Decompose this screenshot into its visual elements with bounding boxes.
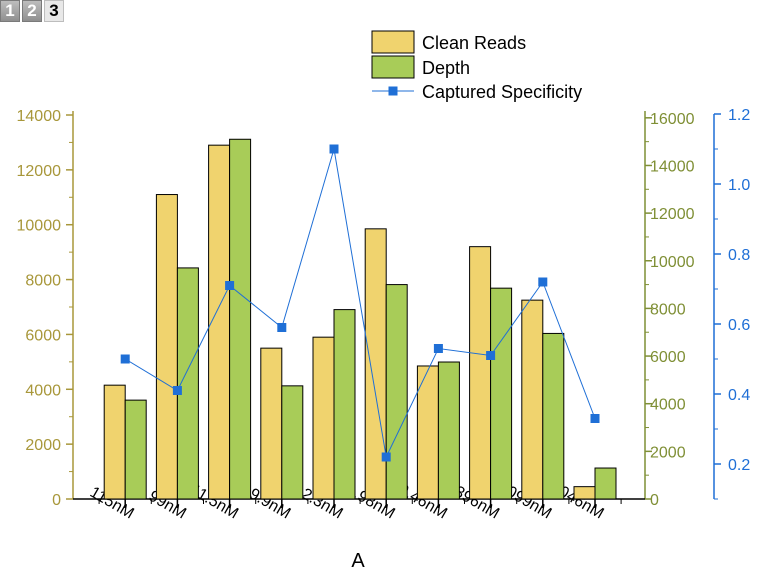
left-y-tick-label: 14000 bbox=[17, 108, 62, 125]
bar-clean-reads bbox=[521, 299, 544, 500]
legend: Clean Reads Depth Captured Specificity bbox=[371, 30, 582, 102]
bar-depth bbox=[281, 385, 304, 500]
right-y-tick-label-depth: 2000 bbox=[650, 444, 686, 461]
bar-clean-reads bbox=[260, 347, 283, 500]
specificity-line bbox=[120, 144, 600, 462]
specificity-point bbox=[433, 344, 443, 353]
specificity-polyline bbox=[124, 148, 596, 459]
specificity-point bbox=[225, 281, 235, 290]
specificity-point bbox=[590, 414, 600, 423]
legend-label-clean-reads: Clean Reads bbox=[422, 33, 526, 53]
left-y-tick-label: 4000 bbox=[25, 382, 61, 399]
left-y-tick-label: 12000 bbox=[17, 163, 62, 180]
right-y-tick-label-specificity: 0.2 bbox=[728, 457, 750, 474]
bars bbox=[103, 138, 617, 500]
bar-depth bbox=[385, 284, 408, 500]
right-y-tick-label-depth: 14000 bbox=[650, 158, 695, 175]
right-y-tick-label-specificity: 0.8 bbox=[728, 247, 750, 264]
right-y-tick-label-depth: 10000 bbox=[650, 254, 695, 271]
bar-depth bbox=[594, 467, 617, 500]
specificity-point bbox=[329, 144, 339, 154]
bar-depth bbox=[437, 361, 460, 500]
specificity-point bbox=[381, 452, 391, 462]
x-axis-label: A bbox=[351, 550, 365, 572]
right-y-tick-label-depth: 12000 bbox=[650, 206, 695, 223]
right-y-tick-label-depth: 0 bbox=[650, 492, 659, 509]
legend-marker-specificity bbox=[388, 86, 398, 96]
bar-depth bbox=[229, 138, 252, 500]
bar-depth bbox=[333, 309, 356, 500]
left-y-tick-label: 8000 bbox=[25, 273, 61, 290]
graph-page-tabs: 1 2 3 bbox=[0, 0, 64, 22]
right-y-tick-label-depth: 16000 bbox=[650, 111, 695, 128]
bar-clean-reads bbox=[573, 486, 596, 500]
specificity-point bbox=[120, 354, 130, 364]
bar-depth bbox=[490, 287, 513, 500]
bar-clean-reads bbox=[103, 384, 126, 500]
specificity-point bbox=[486, 351, 496, 360]
tab-1[interactable]: 1 bbox=[0, 0, 20, 22]
specificity-point bbox=[277, 323, 287, 332]
left-y-tick-label: 0 bbox=[52, 492, 61, 509]
bar-depth bbox=[176, 267, 199, 500]
right-y-tick-label-depth: 6000 bbox=[650, 349, 686, 366]
bar-depth bbox=[124, 399, 147, 500]
bar-clean-reads bbox=[312, 336, 335, 500]
specificity-point bbox=[172, 386, 182, 395]
bar-depth bbox=[542, 332, 565, 500]
right-y-tick-label-specificity: 0.4 bbox=[728, 387, 750, 404]
right-y-tick-label-specificity: 1.0 bbox=[728, 177, 750, 194]
bar-clean-reads bbox=[469, 246, 492, 500]
right-y-tick-label-specificity: 0.6 bbox=[728, 317, 750, 334]
left-y-tick-label: 6000 bbox=[25, 327, 61, 344]
tab-2[interactable]: 2 bbox=[22, 0, 42, 22]
tab-3[interactable]: 3 bbox=[44, 0, 64, 22]
legend-swatch-depth bbox=[371, 55, 415, 79]
bar-clean-reads bbox=[155, 194, 178, 500]
legend-label-specificity: Captured Specificity bbox=[422, 82, 582, 102]
right-y-tick-label-depth: 4000 bbox=[650, 397, 686, 414]
legend-swatch-clean-reads bbox=[371, 30, 415, 54]
right-y-tick-label-depth: 8000 bbox=[650, 301, 686, 318]
right-y-tick-label-specificity: 1.2 bbox=[728, 107, 750, 124]
legend-label-depth: Depth bbox=[422, 58, 470, 78]
left-y-tick-label: 10000 bbox=[17, 218, 62, 235]
left-y-tick-label: 2000 bbox=[25, 437, 61, 454]
specificity-point bbox=[538, 277, 548, 287]
